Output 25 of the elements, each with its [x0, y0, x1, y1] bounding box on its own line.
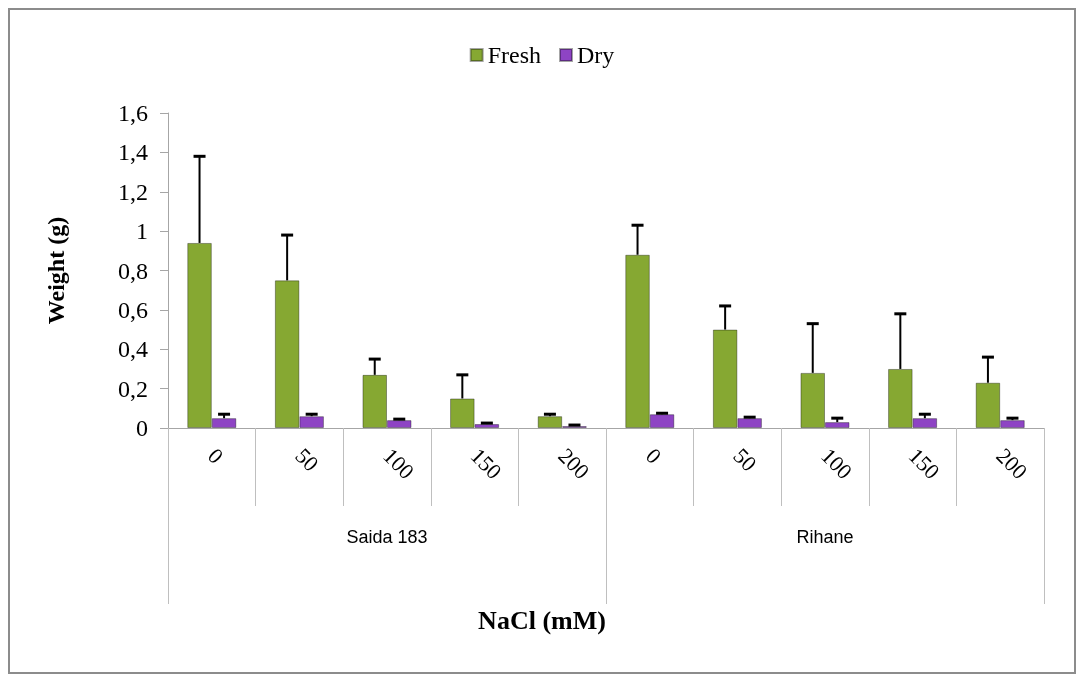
- y-tick-label: 0,4: [118, 336, 148, 363]
- y-axis-title: Weight (g): [43, 216, 69, 325]
- x-tick-label: 200: [991, 443, 1033, 485]
- x-tick-label: 100: [816, 443, 858, 485]
- y-tick-label: 1,6: [118, 100, 148, 126]
- x-axis-title: NaCl (mM): [478, 605, 606, 635]
- y-tick-label: 0,6: [118, 296, 148, 323]
- x-tick-label: 50: [290, 443, 324, 477]
- y-tick-label: 0: [136, 415, 148, 441]
- y-tick-label: 1,4: [118, 139, 148, 166]
- y-tick-label: 0,2: [118, 375, 148, 402]
- y-tick-label: 1: [136, 218, 148, 245]
- x-tick-label: 150: [465, 443, 507, 485]
- text: Rihane: [796, 527, 854, 547]
- y-tick-label: 0,8: [118, 257, 148, 284]
- x-tick-label: 150: [903, 443, 945, 485]
- x-tick-label: 200: [553, 443, 595, 485]
- text: Saida 183: [346, 527, 428, 547]
- legend-label: Dry: [577, 42, 615, 68]
- x-tick-label: 0: [640, 443, 667, 469]
- legend-label: Fresh: [487, 42, 542, 68]
- x-tick-label: 100: [378, 443, 420, 485]
- y-tick-label: 1,2: [118, 178, 148, 205]
- x-tick-label: 50: [728, 443, 762, 477]
- x-tick-label: 0: [202, 443, 229, 469]
